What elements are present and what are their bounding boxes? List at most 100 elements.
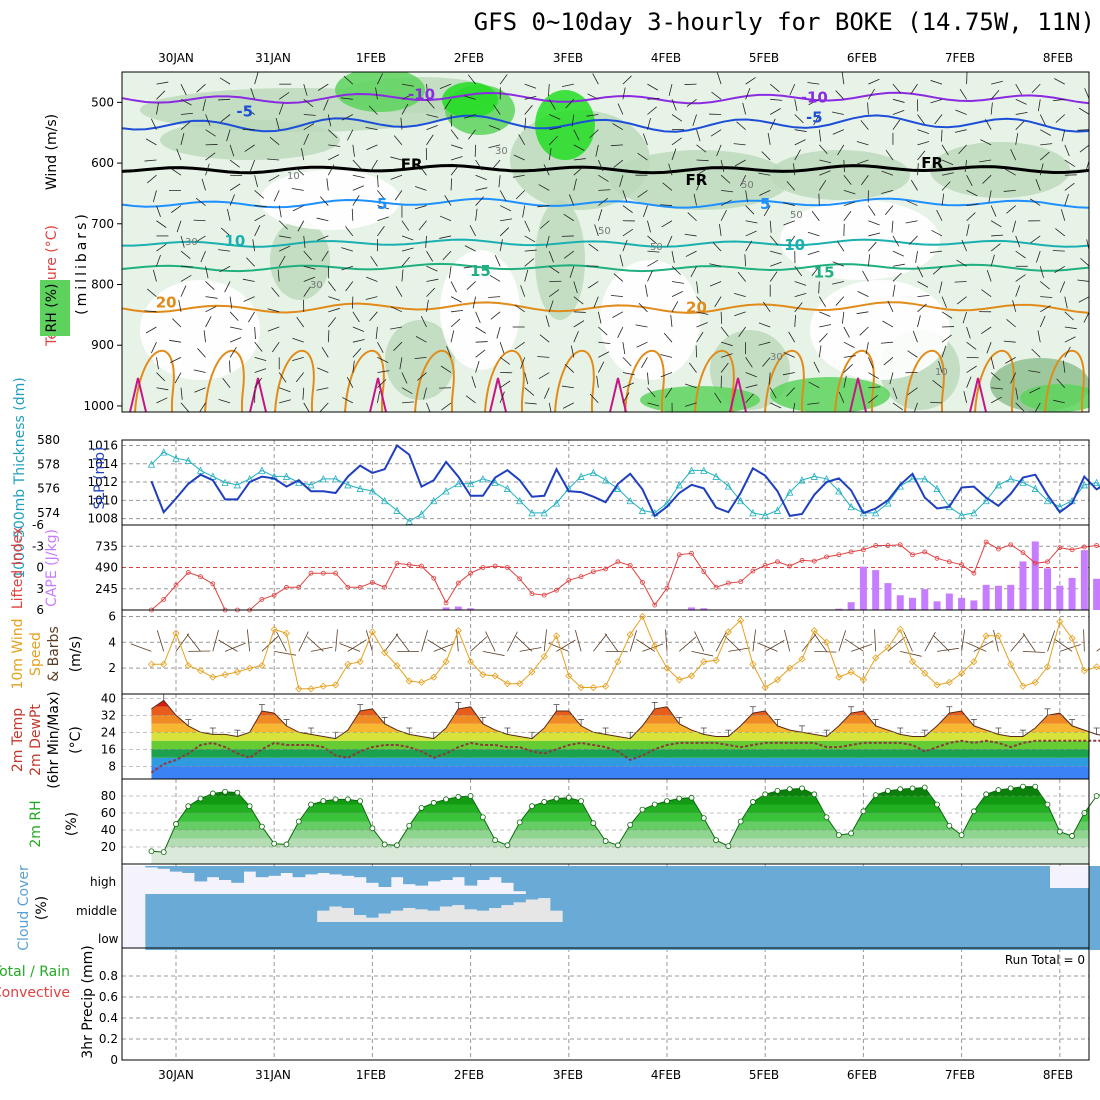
wind-barb [966,365,977,373]
wind-speed-point [663,664,671,672]
wind-barb [520,357,526,369]
wind-barb [745,393,754,404]
wind-barb [515,190,525,200]
precip-tick-label: 0.4 [99,1011,118,1025]
slp-line [150,443,1100,518]
wind-barb [905,220,918,224]
wind-barb [303,402,310,412]
cloud-bar [403,894,416,908]
wind-barb [990,357,995,370]
wind-barb [892,235,900,247]
wind-barb [369,311,378,322]
wind-barb [230,326,242,330]
isotherm-25-wave [344,349,405,412]
wind-barb [941,311,953,319]
wind-barb [328,129,338,139]
thickness-tick-label: 580 [37,433,60,447]
wind-barb [268,174,280,182]
wind10m-barb [156,630,165,652]
wind10m-barb [246,629,251,652]
page-title: GFS 0~10day 3-hourly for BOKE (14.75W, 1… [473,8,1095,36]
wind-barb [414,205,427,210]
wind-barb [278,220,288,230]
cloud-bar [280,922,294,950]
wind-barb [787,235,796,247]
wind-barb [808,381,820,389]
wind-barb [1015,402,1025,412]
wind-barb [966,376,972,388]
wind-barb [868,395,878,404]
isotherm-15 [122,262,1089,273]
cloud-bar [795,866,809,894]
cloud-bar [501,922,515,950]
wind-barb [941,296,947,308]
rh-point [381,841,388,848]
wind-barb [986,342,992,354]
li-point [296,584,302,590]
wind-barb [598,174,609,182]
cloud-bar [697,894,711,922]
wind-barb [912,330,918,343]
wind-barb [610,144,623,147]
cloud-gap [550,910,564,922]
wind-barb [794,114,804,124]
wind-barb [147,174,157,184]
li-point [333,570,338,576]
li-point [627,562,633,568]
wind10m-barb [543,629,547,652]
wind-barb [254,175,258,187]
wind-barb [464,95,476,100]
thickness-point [1092,478,1100,486]
wind-barb [475,187,488,191]
wind-barb [475,208,478,221]
wind-barb [426,287,436,297]
wind-barb [248,311,255,323]
wind-barb [1039,315,1046,328]
cloud-bar [292,866,306,878]
wind-barb [475,360,480,373]
wind-barb [252,239,256,252]
top-date-label: 7FEB [945,51,975,65]
rh-point [762,791,769,798]
wind-barb [880,341,893,344]
wind-barb [393,341,403,351]
wind-barb [1006,205,1016,214]
wind-barb [493,104,501,115]
rh-point [516,819,523,826]
wind-barb [684,233,697,237]
cape-tick-label: 245 [95,582,118,596]
wind-tick-label: 4 [108,635,116,649]
wind-barb [720,199,732,206]
precip-tick-label: 0 [110,1053,118,1067]
wind-barb [868,205,876,216]
wind-barb [1079,144,1089,153]
wind10m-barb [993,629,999,652]
cloud-bar [255,922,269,950]
li-point [946,559,952,565]
cloud-bar [304,922,318,950]
wind-barb [524,83,537,89]
wind-barb [622,190,628,202]
wind10m-barb [1022,650,1045,653]
wind-barb [537,356,550,358]
cloud-bar [599,894,613,922]
wind-barb [917,281,929,288]
rh-point [848,830,855,837]
wind-speed-point [442,658,450,666]
cloud-bar [918,894,932,922]
wind-barb [1015,83,1023,95]
cloud-bar [930,894,944,922]
wind-barb [1064,336,1076,343]
wind-barb [696,159,709,162]
wind-speed-point [1031,678,1039,686]
wind-barb [267,158,280,161]
wind-barb [936,209,943,221]
rh-point [369,825,376,832]
cloud-bar [648,894,662,922]
contour-label: FR [921,154,943,172]
rh-label: 50 [650,242,663,253]
wind-barb [769,387,777,399]
cloud-bar [587,922,600,950]
wind10m-barb [186,633,201,652]
wind-barb [425,235,427,248]
